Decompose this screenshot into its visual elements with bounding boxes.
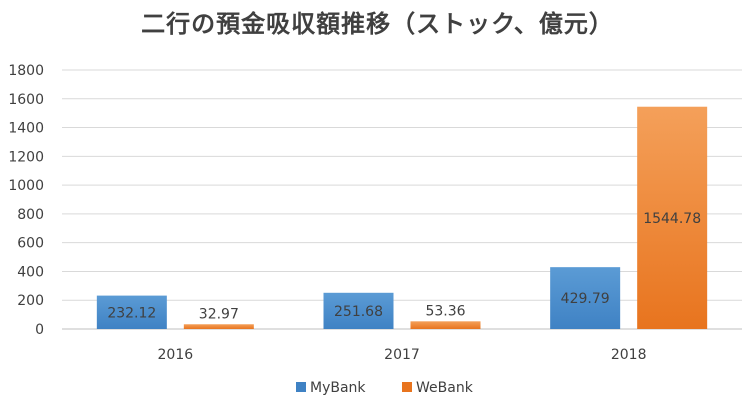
data-label: 232.12 [107,305,156,321]
bar-webank [410,321,481,329]
data-label: 429.79 [561,291,610,307]
data-label: 251.68 [334,304,383,320]
y-tick-label: 1600 [8,92,44,108]
x-tick-label: 2017 [384,347,420,363]
bar-webank [637,106,708,329]
y-tick-label: 600 [17,236,44,252]
bar-mybank [550,267,621,329]
data-label: 53.36 [425,303,465,319]
y-tick-label: 800 [17,207,44,223]
y-tick-label: 0 [35,322,44,338]
legend-swatch-webank [402,382,412,392]
y-tick-label: 1000 [8,178,44,194]
legend-label: MyBank [310,380,366,396]
y-tick-label: 1800 [8,63,44,79]
bar-mybank [96,295,167,329]
y-tick-label: 1200 [8,149,44,165]
data-label: 1544.78 [643,211,701,227]
legend-swatch-mybank [296,382,306,392]
x-tick-label: 2016 [158,347,194,363]
y-tick-label: 1400 [8,121,44,137]
bar-mybank [323,292,394,329]
x-tick-label: 2018 [611,347,647,363]
legend-label: WeBank [416,380,474,396]
data-label: 32.97 [199,306,239,322]
bar-webank [183,324,254,329]
chart-title: 二行の預金吸収額推移（ストック、億元） [141,10,614,38]
y-tick-label: 400 [17,264,44,280]
y-tick-label: 200 [17,293,44,309]
